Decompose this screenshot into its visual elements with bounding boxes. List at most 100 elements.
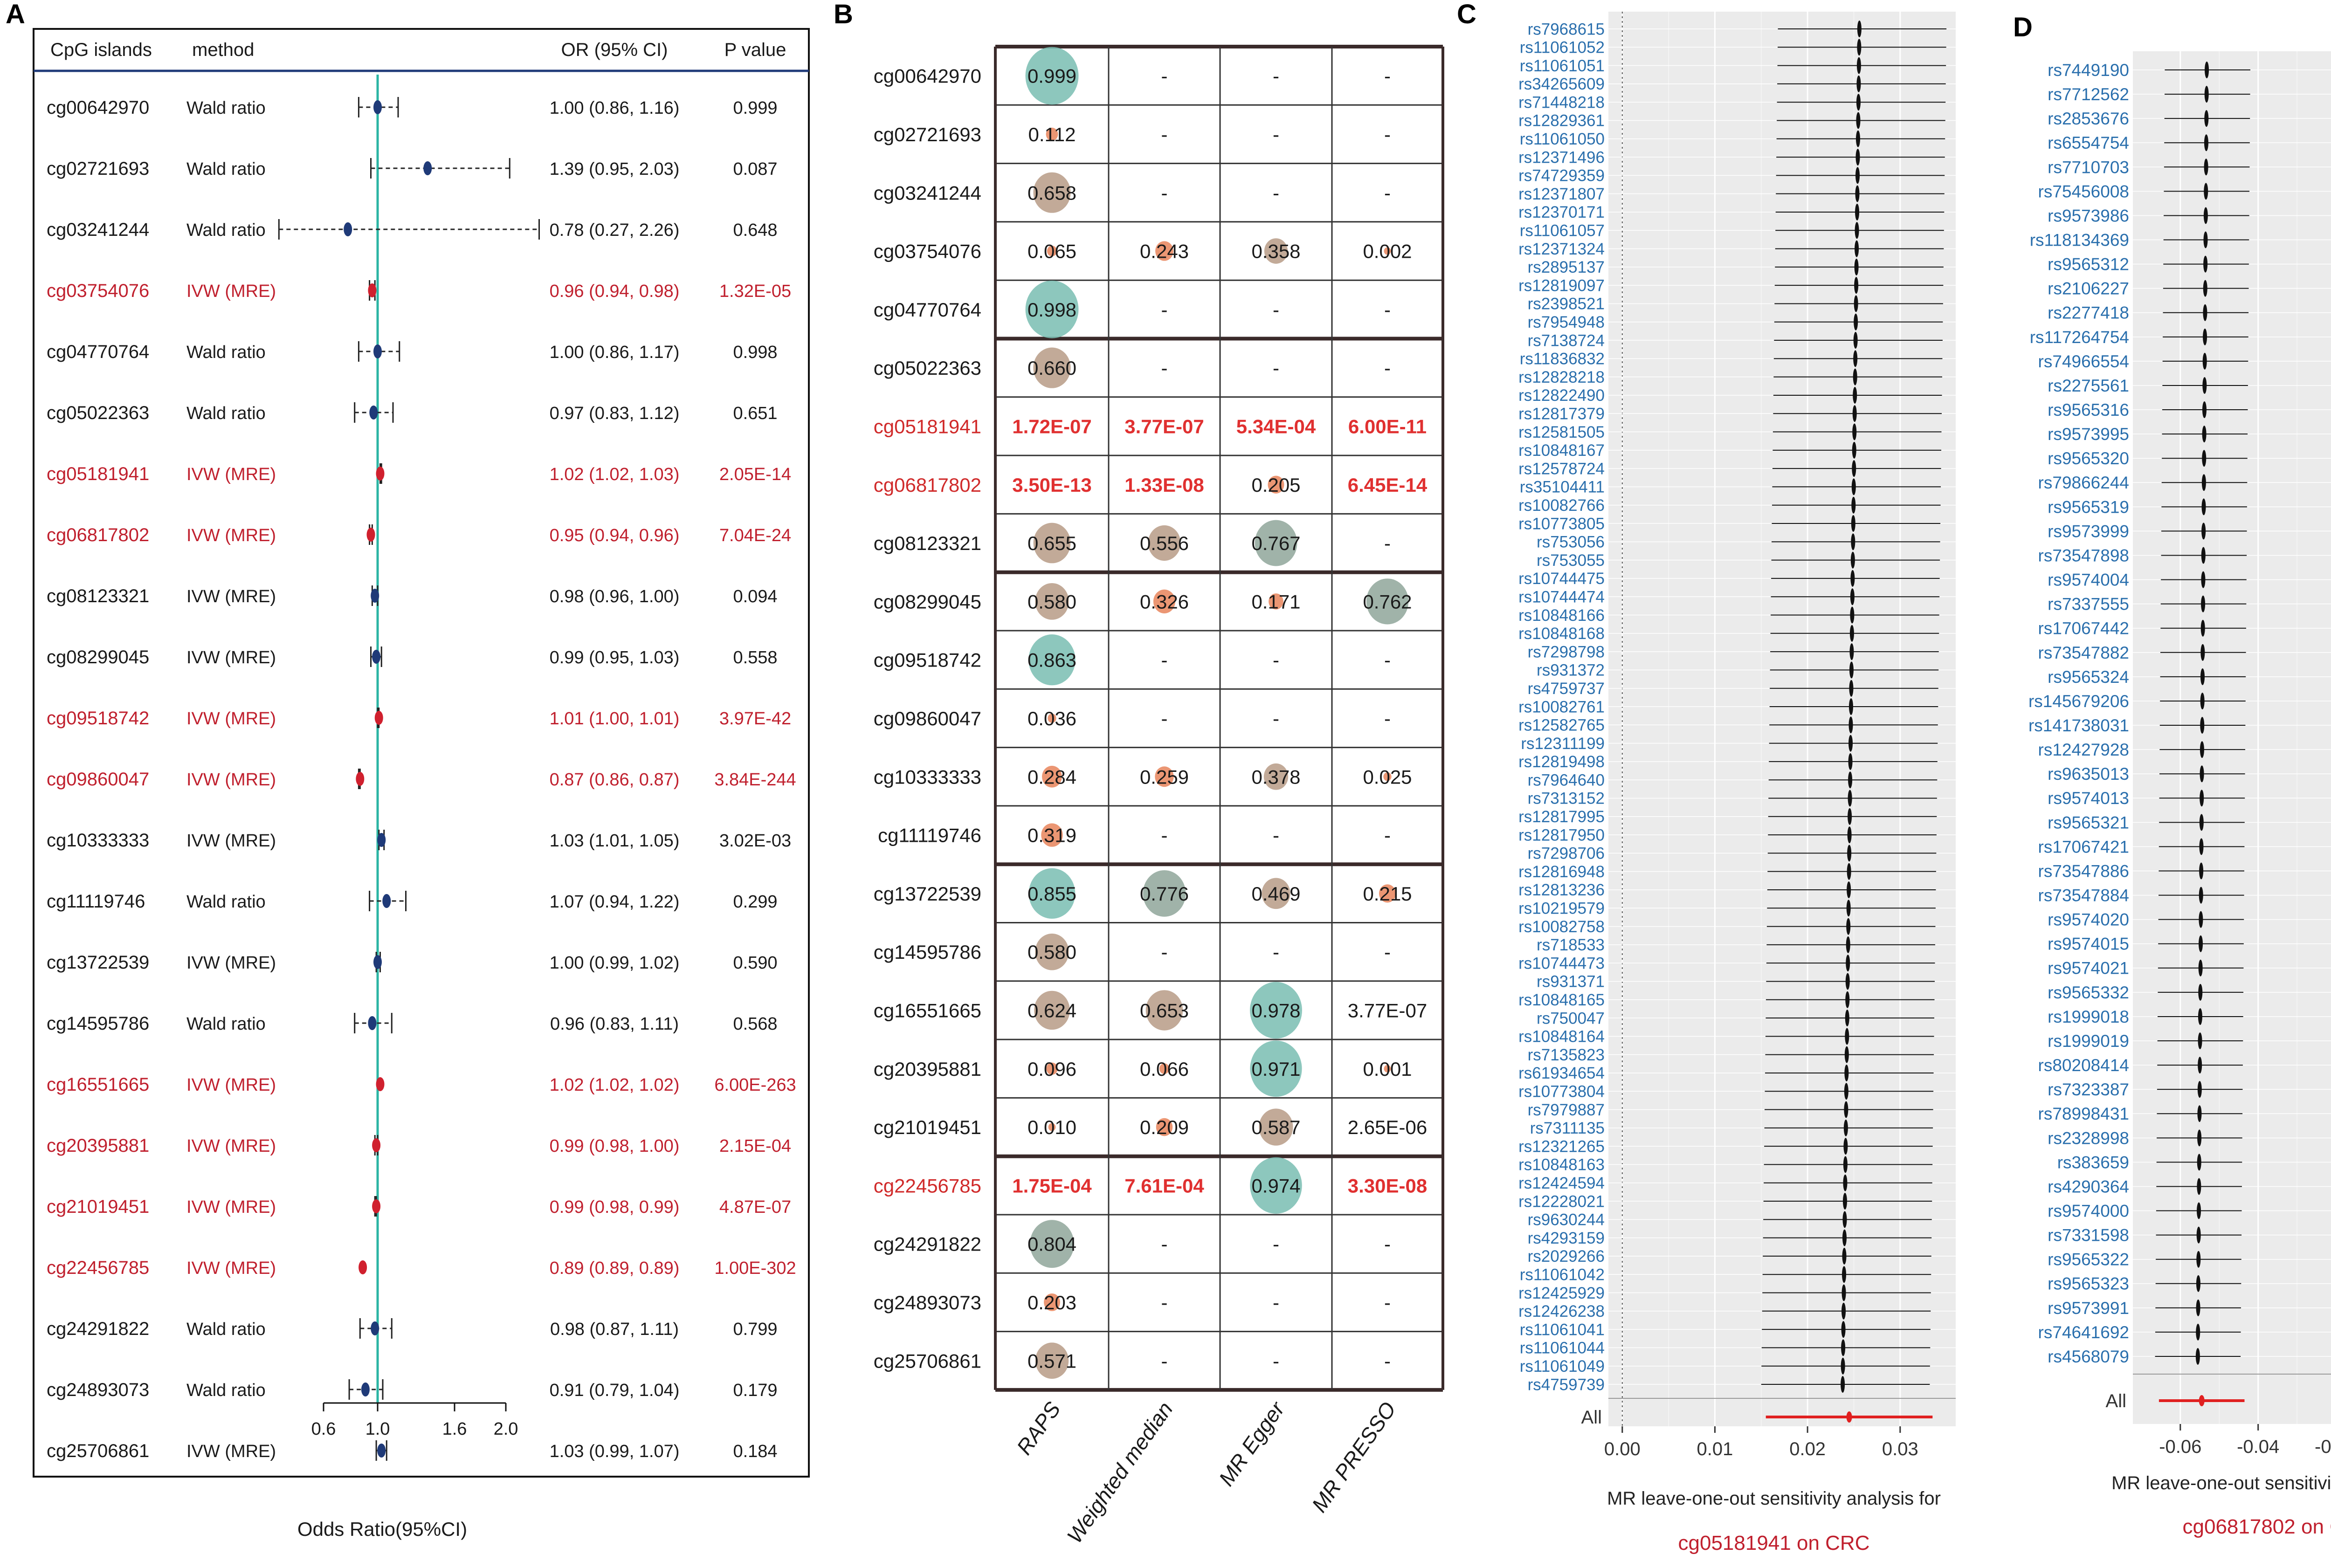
table-cell-value: -: [1161, 124, 1168, 145]
panel-b-sensitivity-table: cg00642970 0.999 - - - cg02721693 0.112 - - - cg03…: [874, 45, 1444, 1547]
p-value-circle: [1155, 766, 1174, 787]
snp-point: [1855, 185, 1860, 202]
snp-label: rs10773804: [1518, 1082, 1605, 1100]
snp-label: rs74966554: [2038, 352, 2129, 371]
snp-point: [1845, 991, 1850, 1008]
snp-point: [2205, 62, 2209, 78]
snp-point: [1852, 423, 1857, 440]
table-cell-value: 3.30E-08: [1348, 1175, 1427, 1197]
p-value-circle: [1259, 1108, 1293, 1146]
row-cpg: cg05022363: [47, 403, 149, 423]
snp-point: [2198, 983, 2203, 1001]
row-or-ci: 1.03 (1.01, 1.05): [550, 831, 680, 851]
row-p-value: 3.84E-244: [714, 770, 796, 790]
snp-label: rs7331598: [2048, 1226, 2129, 1245]
snp-point: [1851, 515, 1855, 532]
p-value-circle: [1033, 347, 1071, 388]
row-or-ci: 0.87 (0.86, 0.87): [550, 770, 680, 790]
row-cpg: cg21019451: [47, 1197, 149, 1217]
x-tick-label: -0.04: [2237, 1437, 2279, 1457]
snp-label: rs9574015: [2048, 935, 2129, 954]
snp-point: [1849, 625, 1854, 642]
snp-point: [1841, 1321, 1846, 1338]
row-p-value: 2.05E-14: [719, 465, 791, 484]
snp-point: [1850, 551, 1855, 569]
snp-label: rs10744473: [1518, 954, 1605, 972]
snp-point: [2202, 450, 2207, 467]
snp-label: rs12371496: [1518, 148, 1605, 166]
snp-point: [1857, 39, 1862, 56]
snp-label: rs7964640: [1528, 771, 1605, 789]
snp-label: rs73547886: [2038, 861, 2129, 880]
table-cell-value: -: [1161, 649, 1168, 671]
snp-label: rs9565323: [2048, 1274, 2129, 1293]
p-value-circle: [1035, 583, 1069, 620]
snp-label: rs2853676: [2048, 109, 2129, 128]
p-value-circle: [1145, 990, 1183, 1031]
snp-point: [1842, 1266, 1847, 1283]
table-cell-value: 3.77E-07: [1124, 415, 1204, 437]
row-or-ci: 0.89 (0.89, 0.89): [550, 1259, 680, 1278]
point-estimate: [373, 344, 382, 358]
snp-label: rs145679206: [2028, 692, 2129, 711]
row-cpg: cg02721693: [47, 158, 149, 179]
snp-label: rs11061052: [1520, 39, 1605, 57]
snp-point: [2201, 547, 2206, 564]
snp-point: [1855, 130, 1860, 147]
snp-point: [1843, 1119, 1848, 1136]
snp-point: [1855, 203, 1860, 220]
snp-point: [1850, 588, 1855, 605]
p-value-circle: [1041, 823, 1063, 847]
row-cpg: cg02721693: [874, 124, 981, 145]
table-cell-value: -: [1384, 1292, 1391, 1314]
table-cell-value: 0.971: [1251, 1058, 1300, 1080]
point-estimate: [356, 772, 365, 786]
snp-label: rs9574020: [2048, 910, 2129, 929]
snp-point: [1846, 900, 1851, 917]
row-method: IVW (MRE): [186, 587, 276, 606]
snp-point: [1846, 955, 1850, 972]
row-or-ci: 0.96 (0.94, 0.98): [550, 282, 680, 301]
snp-point: [2203, 231, 2208, 248]
table-cell-value: 0.326: [1140, 591, 1189, 612]
snp-label: rs11836832: [1520, 350, 1605, 368]
row-method: IVW (MRE): [186, 831, 276, 851]
row-method: Wald ratio: [186, 220, 266, 240]
snp-label: rs2895137: [1528, 258, 1605, 276]
p-value-circle: [1250, 1040, 1302, 1097]
table-cell-value: 0.243: [1140, 241, 1189, 262]
row-or-ci: 0.91 (0.79, 1.04): [550, 1381, 680, 1400]
row-cpg: cg08123321: [874, 532, 981, 554]
table-cell-value: 0.587: [1251, 1116, 1300, 1138]
snp-label: rs2398521: [1528, 295, 1605, 313]
row-cpg: cg08299045: [874, 591, 981, 612]
point-estimate: [373, 100, 382, 114]
x-tick-label: 1.6: [442, 1419, 467, 1439]
point-estimate: [369, 406, 378, 420]
snp-point: [2200, 692, 2205, 709]
snp-label: rs10744475: [1518, 570, 1605, 588]
table-cell-value: 0.767: [1251, 532, 1300, 554]
snp-point: [1846, 936, 1850, 953]
p-value-circle: [1263, 763, 1289, 790]
table-cell-value: 0.580: [1028, 941, 1076, 963]
row-p-value: 0.651: [733, 404, 777, 423]
snp-label: rs9574021: [2048, 959, 2129, 978]
snp-label: rs10848163: [1518, 1156, 1605, 1174]
snp-point: [2197, 1154, 2201, 1171]
snp-point: [1856, 57, 1861, 74]
panel-letter-c: C: [1457, 0, 1476, 29]
row-method: Wald ratio: [186, 98, 266, 118]
row-cpg: cg11119746: [878, 825, 981, 846]
snp-point: [2198, 959, 2203, 977]
snp-point: [2197, 1129, 2202, 1147]
table-cell-value: 3.50E-13: [1012, 474, 1091, 496]
row-cpg: cg25706861: [874, 1350, 981, 1372]
snp-point: [2202, 352, 2207, 370]
snp-point: [2199, 814, 2204, 831]
snp-label: rs4293159: [1528, 1229, 1605, 1247]
row-cpg: cg22456785: [874, 1175, 981, 1197]
table-cell-value: -: [1384, 65, 1391, 87]
row-p-value: 0.184: [733, 1442, 777, 1461]
point-estimate: [371, 1321, 379, 1335]
